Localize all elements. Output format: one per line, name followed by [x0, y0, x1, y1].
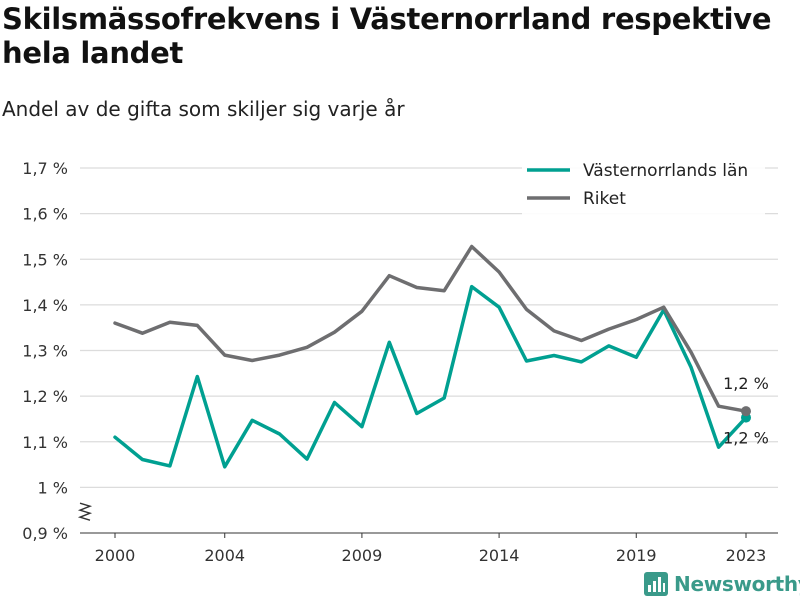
grid-lines — [80, 167, 778, 488]
brand-name: Newsworthy — [674, 572, 800, 596]
x-tick-label: 2023 — [726, 546, 767, 565]
y-axis-tick-labels: 0,9 % 1 % 1,1 % 1,2 % 1,3 % 1,4 % 1,5 % 1,6 % 1,… — [22, 159, 68, 543]
y-tick-label: 1 % — [38, 478, 68, 497]
x-tick-label: 2009 — [342, 546, 383, 565]
legend-label-2: Riket — [583, 189, 626, 209]
y-tick-label: 1,7 % — [22, 159, 68, 178]
x-tick-label: 2000 — [95, 546, 136, 565]
y-tick-label: 1,5 % — [22, 250, 68, 269]
y-tick-label: 1,1 % — [22, 433, 68, 452]
legend-label-1: Västernorrlands län — [583, 161, 748, 181]
chart-title: Skilsmässofrekvens i Västernorrland resp… — [2, 2, 772, 70]
series-line-2 — [113, 244, 748, 413]
y-tick-label: 1,6 % — [22, 205, 68, 224]
x-tick-label: 2019 — [616, 546, 657, 565]
legend: Västernorrlands län Riket — [522, 152, 765, 216]
y-tick-label: 0,9 % — [22, 524, 68, 543]
end-label-2: 1,2 % — [723, 374, 769, 393]
y-tick-label: 1,3 % — [22, 342, 68, 361]
newsworthy-logo: Newsworthy — [644, 568, 800, 600]
y-tick-label: 1,2 % — [22, 387, 68, 406]
x-axis: 2000 2004 2009 2014 2019 2023 — [77, 502, 778, 565]
bar-chart-logo-icon — [644, 572, 668, 596]
series-lines — [113, 244, 751, 469]
end-point-2 — [741, 406, 751, 417]
y-tick-label: 1,4 % — [22, 296, 68, 315]
series-line-1 — [113, 284, 748, 469]
end-labels: 1,2 % 1,2 % — [723, 374, 769, 447]
end-label-1: 1,2 % — [723, 429, 769, 448]
x-tick-label: 2004 — [204, 546, 245, 565]
legend-box — [522, 152, 765, 216]
axis-break-icon — [77, 502, 93, 521]
chart-subtitle: Andel av de gifta som skiljer sig varje … — [2, 97, 405, 121]
x-tick-label: 2014 — [479, 546, 520, 565]
